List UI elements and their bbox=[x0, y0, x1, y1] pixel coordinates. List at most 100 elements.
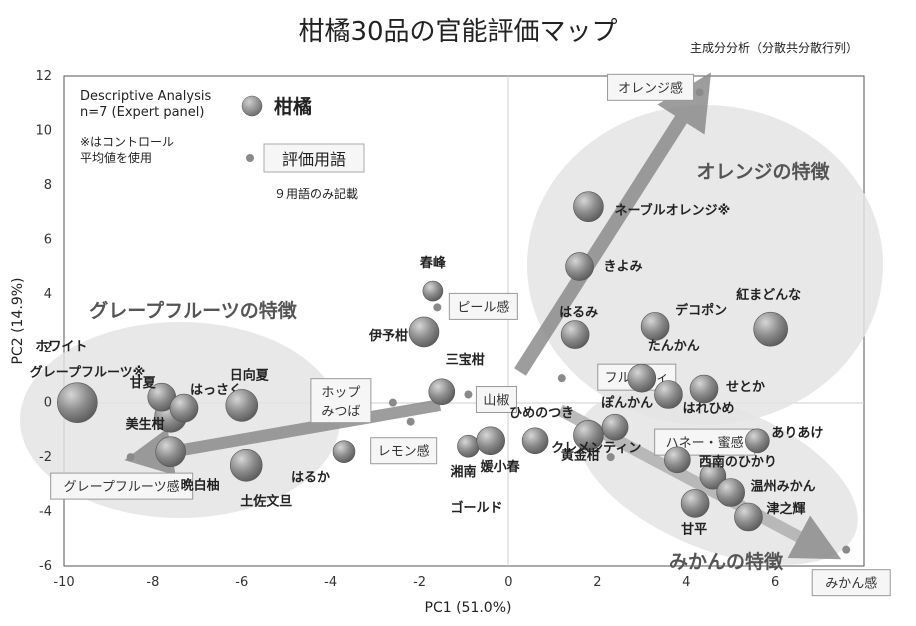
x-axis-label: PC1 (51.0%) bbox=[425, 600, 512, 616]
term-label-box bbox=[607, 73, 695, 101]
citrus-label: 土佐文旦 bbox=[240, 493, 292, 509]
citrus-point bbox=[428, 378, 456, 406]
grapefruit-arrow bbox=[124, 399, 442, 476]
term-point bbox=[464, 390, 473, 399]
citrus-label: ぽんかん bbox=[601, 395, 653, 411]
citrus-label: 津之輝 bbox=[766, 501, 805, 517]
citrus-point bbox=[640, 312, 670, 341]
citrus-label: 西南のひかり bbox=[699, 454, 777, 470]
citrus-point bbox=[699, 462, 727, 490]
citrus-point bbox=[689, 374, 719, 404]
citrus-point bbox=[560, 320, 590, 349]
term-point bbox=[557, 374, 566, 383]
term-label: ホップ bbox=[321, 386, 360, 401]
y-tick-label: 2 bbox=[44, 341, 52, 356]
term-label-box bbox=[310, 378, 372, 424]
citrus-label: 甘夏 bbox=[130, 375, 157, 391]
y-tick-label: 8 bbox=[44, 178, 52, 193]
term-point bbox=[126, 453, 135, 462]
citrus-point bbox=[229, 448, 263, 482]
citrus-point bbox=[664, 446, 691, 474]
citrus-label: ネーブルオレンジ※ bbox=[614, 203, 730, 219]
citrus-point bbox=[745, 428, 770, 454]
citrus-point bbox=[573, 191, 604, 222]
citrus-label: はるか bbox=[291, 471, 330, 486]
chart-title: 柑橘30品の官能評価マップ bbox=[298, 17, 617, 47]
y-tick-label: -4 bbox=[39, 505, 52, 520]
term-point bbox=[606, 453, 615, 462]
y-tick-label: -2 bbox=[39, 450, 52, 465]
citrus-label: 伊予柑 bbox=[368, 328, 408, 344]
citrus-point bbox=[654, 380, 683, 409]
citrus-point bbox=[457, 434, 480, 458]
term-point bbox=[388, 398, 397, 407]
orange-zone bbox=[527, 105, 883, 425]
citrus-label: きよみ bbox=[604, 260, 643, 275]
legend-term-box bbox=[263, 143, 365, 173]
citrus-label: 春峰 bbox=[419, 255, 447, 271]
term-label: ピール感 bbox=[457, 299, 509, 315]
citrus-point bbox=[716, 478, 745, 507]
x-tick-label: 6 bbox=[771, 575, 779, 590]
citrus-point bbox=[225, 389, 259, 422]
citrus-label: ひめのつき bbox=[509, 406, 574, 421]
citrus-label: 紅まどんな bbox=[736, 287, 801, 303]
citrus-point bbox=[753, 311, 788, 347]
citrus-label: せとか bbox=[726, 380, 765, 395]
term-label-box bbox=[370, 437, 438, 465]
citrus-label: 晩白柚 bbox=[181, 478, 220, 494]
citrus-label: はるみ bbox=[559, 306, 598, 321]
y-tick-label: 12 bbox=[35, 69, 52, 84]
citrus-label: たんかん bbox=[648, 339, 700, 354]
term-label-box bbox=[448, 292, 518, 320]
citrus-point bbox=[627, 363, 657, 393]
y-tick-label: 10 bbox=[35, 123, 52, 138]
citrus-label: ゴールド bbox=[450, 500, 502, 516]
citrus-label: ホワイト bbox=[35, 340, 87, 355]
citrus-label: 媛小春 bbox=[480, 459, 521, 475]
legend-note-2: 平均値を使用 bbox=[80, 150, 152, 165]
term-label: レモン感 bbox=[378, 444, 430, 460]
orange-zone-title: オレンジの特徴 bbox=[696, 160, 830, 183]
citrus-point bbox=[169, 393, 199, 423]
citrus-point bbox=[155, 436, 186, 467]
orange-arrow bbox=[514, 72, 712, 376]
citrus-label: 黄金柑 bbox=[561, 447, 600, 463]
term-label-box bbox=[475, 386, 517, 413]
term-label: ハネー・蜜感 bbox=[666, 435, 744, 451]
y-tick-label: 6 bbox=[44, 232, 52, 247]
legend-term-label: 評価用語 bbox=[282, 150, 346, 169]
term-label: 山椒 bbox=[483, 394, 509, 409]
x-tick-label: -2 bbox=[413, 575, 426, 590]
legend-citrus-marker bbox=[241, 95, 263, 117]
chart-subtitle: 主成分分析（分散共分散行列） bbox=[690, 40, 858, 55]
grapefruit-zone-title: グレープフルーツの特徴 bbox=[89, 299, 297, 322]
x-tick-label: -4 bbox=[324, 575, 337, 590]
term-point bbox=[842, 545, 851, 554]
citrus-point bbox=[521, 427, 549, 455]
legend-info-1: Descriptive Analysis bbox=[80, 89, 211, 104]
x-tick-label: 0 bbox=[504, 575, 512, 590]
y-tick-label: 4 bbox=[44, 287, 52, 302]
citrus-label: 三宝柑 bbox=[446, 352, 485, 368]
citrus-label: クレメンティン bbox=[551, 441, 641, 456]
y-tick-label: -6 bbox=[39, 559, 52, 574]
citrus-point bbox=[680, 489, 710, 518]
term-label: みかん感 bbox=[825, 576, 877, 592]
citrus-point bbox=[422, 280, 444, 302]
citrus-label: 日向夏 bbox=[230, 367, 270, 383]
x-tick-label: -8 bbox=[146, 575, 159, 590]
citrus-label: ありあけ bbox=[771, 426, 823, 441]
citrus-point bbox=[476, 426, 505, 456]
citrus-label: グレープフルーツ※ bbox=[30, 365, 146, 381]
citrus-label: はれひめ bbox=[682, 402, 734, 417]
citrus-point bbox=[601, 413, 629, 441]
y-axis-label: PC2 (14.9%) bbox=[10, 278, 26, 365]
legend-info-2: n=7 (Expert panel) bbox=[80, 105, 204, 120]
citrus-point bbox=[565, 252, 594, 281]
term-label-box bbox=[50, 472, 194, 500]
legend-term-note: ９用語のみ記載 bbox=[274, 186, 358, 201]
x-tick-label: -6 bbox=[235, 575, 248, 590]
citrus-label: デコポン bbox=[675, 302, 727, 318]
